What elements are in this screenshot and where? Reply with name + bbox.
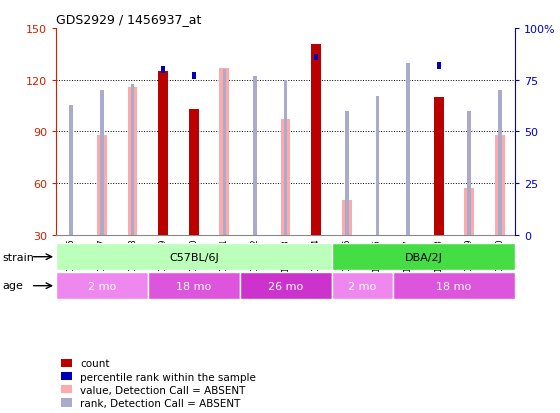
Text: strain: strain xyxy=(3,252,35,262)
Bar xyxy=(158,72,168,235)
Bar xyxy=(468,112,471,235)
Legend: count, percentile rank within the sample, value, Detection Call = ABSENT, rank, : count, percentile rank within the sample… xyxy=(61,358,256,408)
Bar xyxy=(189,110,199,235)
Bar xyxy=(345,112,349,235)
Bar xyxy=(495,135,505,235)
Bar xyxy=(498,91,502,235)
Text: age: age xyxy=(3,281,24,291)
Bar xyxy=(342,201,352,235)
Bar xyxy=(220,69,229,235)
Bar xyxy=(222,70,226,235)
Bar xyxy=(100,91,104,235)
Bar xyxy=(314,55,318,61)
Text: 18 mo: 18 mo xyxy=(436,281,472,291)
Bar xyxy=(69,105,73,235)
Bar xyxy=(376,97,379,235)
Bar xyxy=(161,67,165,74)
Bar xyxy=(332,244,515,271)
Bar xyxy=(56,244,332,271)
Bar xyxy=(311,45,321,235)
Bar xyxy=(393,273,515,299)
Bar xyxy=(130,85,134,235)
Text: 26 mo: 26 mo xyxy=(268,281,303,291)
Text: 2 mo: 2 mo xyxy=(348,281,376,291)
Bar xyxy=(332,273,393,299)
Bar xyxy=(437,63,441,69)
Bar xyxy=(284,81,287,235)
Bar xyxy=(434,98,444,235)
Bar xyxy=(253,76,257,235)
Bar xyxy=(128,88,137,235)
Bar xyxy=(192,73,195,80)
Text: DBA/2J: DBA/2J xyxy=(404,252,442,262)
Bar xyxy=(148,273,240,299)
Text: C57BL/6J: C57BL/6J xyxy=(169,252,218,262)
Bar xyxy=(464,189,474,235)
Bar xyxy=(97,135,107,235)
Bar xyxy=(406,64,410,235)
Text: GDS2929 / 1456937_at: GDS2929 / 1456937_at xyxy=(56,13,202,26)
Bar xyxy=(281,120,291,235)
Text: 2 mo: 2 mo xyxy=(88,281,116,291)
Text: 18 mo: 18 mo xyxy=(176,281,211,291)
Bar xyxy=(240,273,332,299)
Bar xyxy=(56,273,148,299)
